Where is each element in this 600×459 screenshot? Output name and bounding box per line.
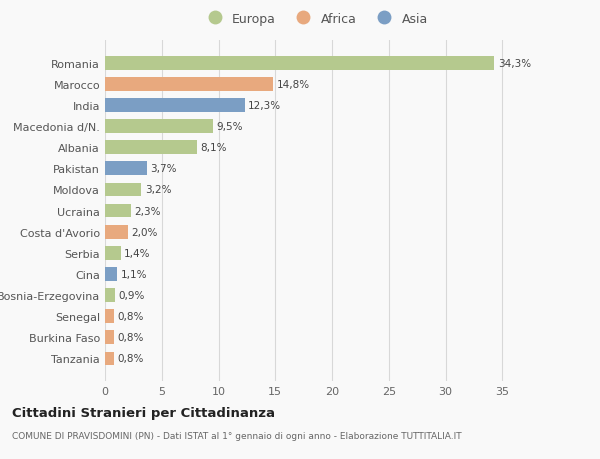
Bar — [105, 246, 121, 260]
Bar — [105, 141, 197, 155]
Bar — [105, 204, 131, 218]
Text: Cittadini Stranieri per Cittadinanza: Cittadini Stranieri per Cittadinanza — [12, 406, 275, 419]
Text: 2,3%: 2,3% — [134, 206, 161, 216]
Bar — [105, 268, 118, 281]
Text: 3,2%: 3,2% — [145, 185, 171, 195]
Text: 1,4%: 1,4% — [124, 248, 151, 258]
Text: 12,3%: 12,3% — [248, 101, 281, 111]
Text: COMUNE DI PRAVISDOMINI (PN) - Dati ISTAT al 1° gennaio di ogni anno - Elaborazio: COMUNE DI PRAVISDOMINI (PN) - Dati ISTAT… — [12, 431, 461, 441]
Text: 3,7%: 3,7% — [151, 164, 177, 174]
Text: 2,0%: 2,0% — [131, 227, 157, 237]
Text: 0,8%: 0,8% — [118, 333, 144, 342]
Text: 0,8%: 0,8% — [118, 312, 144, 321]
Bar — [105, 352, 114, 365]
Text: 34,3%: 34,3% — [498, 59, 531, 68]
Text: 9,5%: 9,5% — [216, 122, 243, 132]
Bar — [105, 120, 213, 134]
Bar — [105, 78, 273, 91]
Bar — [105, 225, 128, 239]
Bar — [105, 162, 147, 176]
Bar — [105, 57, 494, 70]
Bar — [105, 99, 245, 112]
Text: 14,8%: 14,8% — [277, 80, 310, 90]
Text: 8,1%: 8,1% — [200, 143, 227, 153]
Text: 0,8%: 0,8% — [118, 354, 144, 364]
Bar — [105, 310, 114, 324]
Bar — [105, 331, 114, 344]
Text: 1,1%: 1,1% — [121, 269, 148, 280]
Legend: Europa, Africa, Asia: Europa, Africa, Asia — [199, 10, 431, 28]
Bar — [105, 289, 115, 302]
Bar — [105, 183, 142, 197]
Text: 0,9%: 0,9% — [119, 291, 145, 301]
